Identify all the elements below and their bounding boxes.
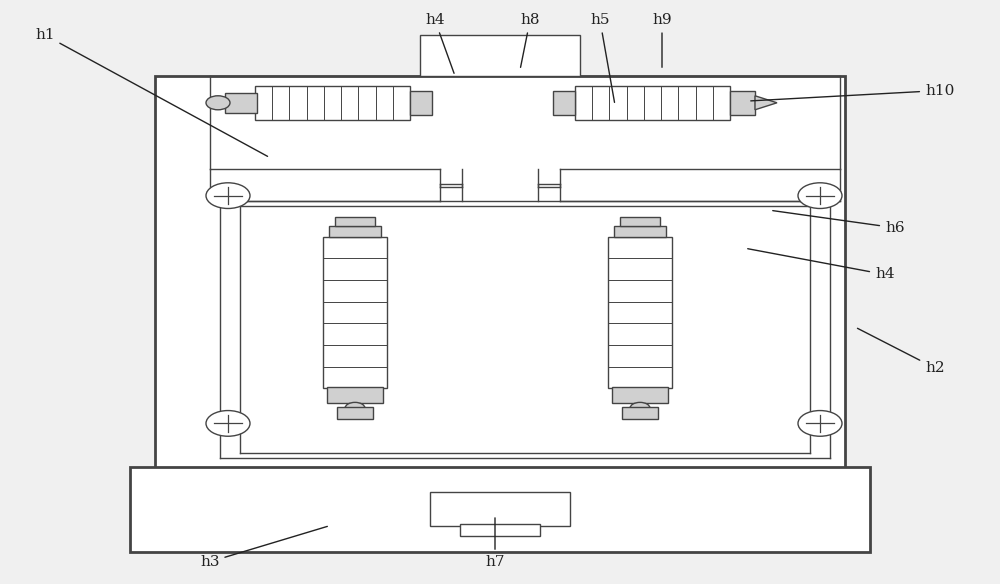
Text: h2: h2: [857, 328, 945, 375]
Text: h4: h4: [748, 249, 895, 281]
Bar: [327, 387, 383, 403]
Bar: [335, 217, 375, 226]
Bar: [225, 93, 257, 113]
Text: h6: h6: [773, 211, 905, 235]
Bar: [329, 226, 381, 237]
Bar: [460, 524, 540, 536]
Bar: [337, 407, 373, 419]
Text: h4: h4: [425, 13, 454, 74]
Circle shape: [206, 96, 230, 110]
Text: h10: h10: [751, 84, 954, 101]
Circle shape: [798, 183, 842, 208]
Bar: [614, 226, 666, 237]
Text: h7: h7: [485, 518, 505, 569]
Bar: [730, 91, 755, 114]
Bar: [608, 237, 672, 388]
Circle shape: [630, 402, 650, 414]
Circle shape: [345, 402, 365, 414]
Text: h3: h3: [200, 526, 327, 569]
Circle shape: [206, 411, 250, 436]
Bar: [553, 91, 575, 114]
Bar: [410, 91, 432, 114]
Text: h5: h5: [590, 13, 615, 102]
Bar: [620, 217, 660, 226]
Text: h8: h8: [520, 13, 540, 67]
Bar: [323, 237, 387, 388]
Text: h1: h1: [35, 28, 268, 157]
Text: h9: h9: [652, 13, 672, 67]
Bar: [155, 76, 845, 485]
Bar: [575, 86, 730, 120]
Bar: [130, 467, 870, 552]
Bar: [612, 387, 668, 403]
Bar: [622, 407, 658, 419]
Bar: [420, 35, 580, 76]
Circle shape: [798, 411, 842, 436]
Bar: [430, 492, 570, 526]
Circle shape: [206, 183, 250, 208]
Polygon shape: [755, 96, 777, 110]
Bar: [255, 86, 410, 120]
